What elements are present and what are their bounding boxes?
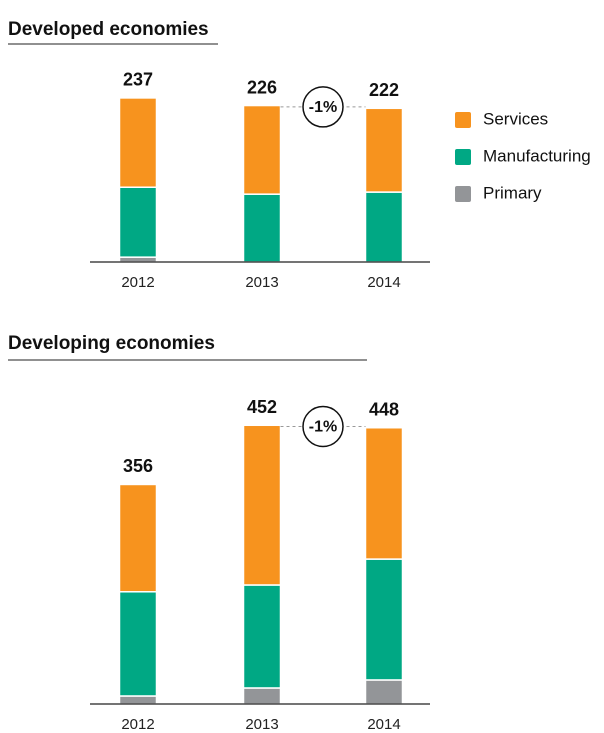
total-label: 237: [123, 70, 153, 90]
chart-title: Developed economies: [8, 19, 209, 40]
bar-segment: [364, 558, 404, 681]
chart-title: Developing economies: [8, 333, 215, 354]
x-tick-label: 2012: [121, 274, 154, 291]
x-tick-label: 2014: [367, 716, 400, 733]
bar-segment: [118, 97, 158, 188]
annotation: -1%: [309, 99, 337, 116]
bar-segment: [118, 483, 158, 593]
x-tick-label: 2013: [245, 274, 278, 291]
bar-segment: [118, 186, 158, 258]
legend-swatch: [455, 112, 471, 128]
bar-segment: [118, 695, 158, 705]
annotation-circle: [302, 86, 344, 128]
x-tick-label: 2012: [121, 716, 154, 733]
bar-segment: [242, 584, 282, 689]
bar-segment: [364, 107, 404, 193]
legend-swatch: [455, 149, 471, 165]
bar-segment: [364, 679, 404, 705]
legend-label: Manufacturing: [483, 146, 591, 165]
bar-segment: [364, 426, 404, 560]
total-label: 222: [369, 80, 399, 100]
total-label: 356: [123, 456, 153, 476]
total-label: 448: [369, 399, 399, 419]
bar-segment: [118, 591, 158, 697]
x-tick-label: 2013: [245, 716, 278, 733]
bar-segment: [242, 193, 282, 263]
bar-segment: [242, 104, 282, 195]
bar-segment: [242, 424, 282, 586]
legend-label: Services: [483, 109, 548, 128]
legend-swatch: [455, 186, 471, 202]
total-label: 226: [247, 77, 277, 97]
annotation: -1%: [309, 419, 337, 436]
total-label: 452: [247, 397, 277, 417]
annotation-circle: [302, 405, 344, 448]
bar-segment: [364, 191, 404, 263]
bar-segment: [242, 687, 282, 705]
x-tick-label: 2014: [367, 274, 400, 291]
legend-label: Primary: [483, 183, 542, 202]
